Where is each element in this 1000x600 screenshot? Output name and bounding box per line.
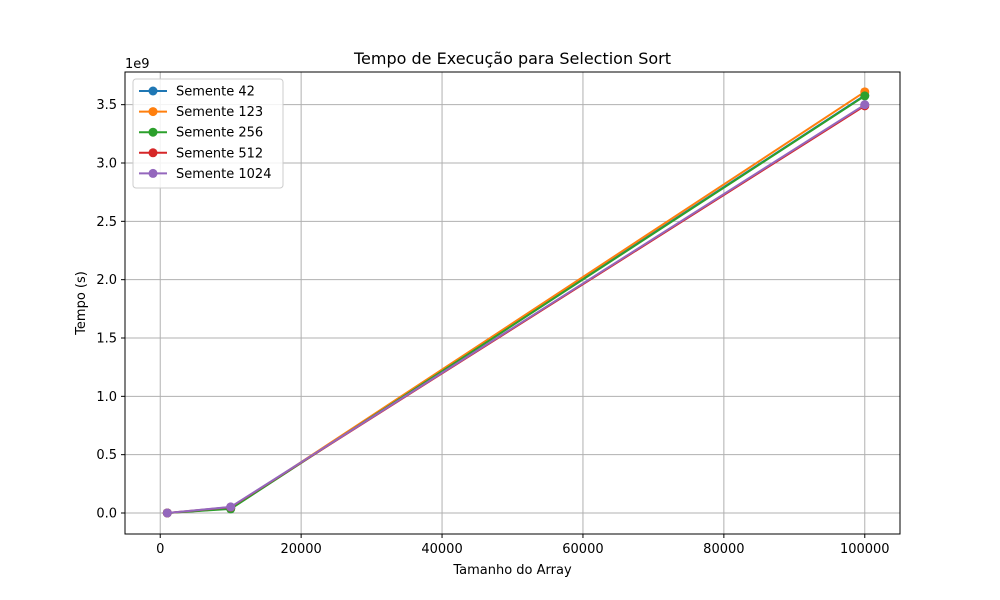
x-tick-label: 60000 xyxy=(562,542,603,557)
y-tick-label: 0.0 xyxy=(96,507,117,522)
y-tick-label: 3.5 xyxy=(96,98,117,113)
y-axis-ticks: 0.0 0.5 1.0 1.5 2.0 2.5 3.0 3.5 xyxy=(96,98,125,522)
x-tick-label: 40000 xyxy=(421,542,462,557)
series-lines xyxy=(162,87,870,518)
series-5 xyxy=(162,100,870,518)
y-tick-label: 1.5 xyxy=(96,332,117,347)
y-axis-offset-label: 1e9 xyxy=(125,57,150,72)
legend-label: Semente 42 xyxy=(176,85,255,100)
legend-marker xyxy=(148,168,158,178)
legend-marker xyxy=(148,107,158,117)
data-point xyxy=(162,508,172,518)
x-tick-label: 0 xyxy=(156,542,164,557)
legend-entry: Semente 512 xyxy=(139,146,263,161)
plot-area-frame xyxy=(124,71,901,535)
legend-box xyxy=(132,78,284,189)
data-point xyxy=(860,91,870,101)
legend-marker xyxy=(148,86,158,96)
legend-entry: Semente 256 xyxy=(139,126,263,141)
y-tick-label: 1.0 xyxy=(96,390,117,405)
grid-lines xyxy=(125,72,900,534)
legend: Semente 42 Semente 123 Semente 256 Semente … xyxy=(132,78,284,189)
y-tick-label: 2.0 xyxy=(96,273,117,288)
legend-label: Semente 512 xyxy=(176,146,263,161)
y-tick-label: 2.5 xyxy=(96,215,117,230)
y-tick-label: 3.0 xyxy=(96,157,117,172)
legend-marker xyxy=(148,127,158,137)
data-point xyxy=(860,100,870,110)
legend-entry: Semente 1024 xyxy=(139,167,271,182)
y-tick-label: 0.5 xyxy=(96,448,117,463)
legend-label: Semente 1024 xyxy=(176,167,271,182)
legend-label: Semente 256 xyxy=(176,126,263,141)
legend-label: Semente 123 xyxy=(176,105,263,120)
x-axis-ticks: 0 20000 40000 60000 80000 100000 xyxy=(156,534,890,557)
x-tick-label: 20000 xyxy=(280,542,321,557)
legend-entry: Semente 123 xyxy=(139,105,263,120)
x-axis-label: Tamanho do Array xyxy=(452,563,572,578)
x-tick-label: 100000 xyxy=(840,542,890,557)
legend-marker xyxy=(148,148,158,158)
legend-entry: Semente 42 xyxy=(139,85,255,100)
data-point xyxy=(226,502,236,512)
y-axis-label: Tempo (s) xyxy=(74,271,89,336)
x-tick-label: 80000 xyxy=(703,542,744,557)
chart-title: Tempo de Execução para Selection Sort xyxy=(353,49,671,68)
